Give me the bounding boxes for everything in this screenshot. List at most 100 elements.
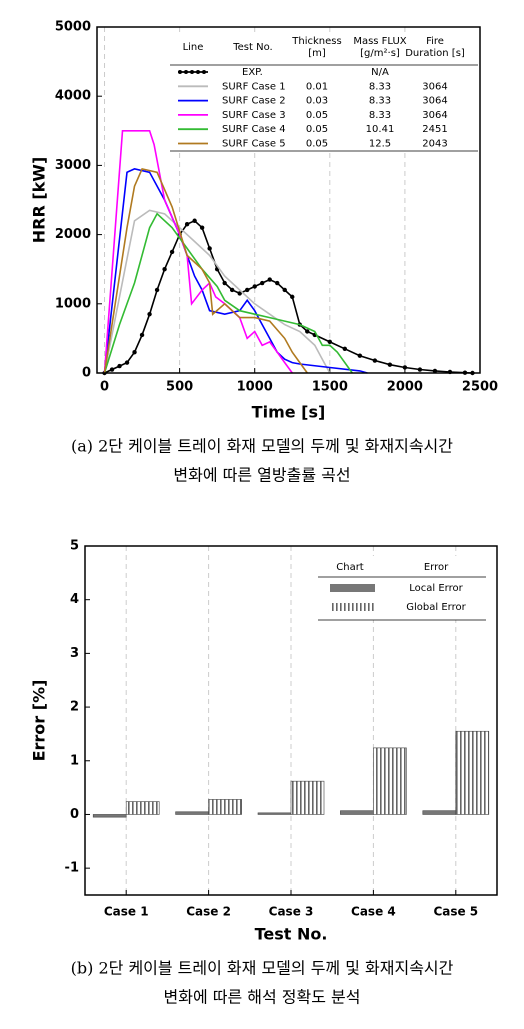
data-point xyxy=(207,246,212,251)
y-tick-label: 5000 xyxy=(55,20,91,35)
legend-label: Local Error xyxy=(409,583,463,594)
data-point xyxy=(357,353,363,358)
legend-cell: 8.33 xyxy=(369,110,391,121)
legend-marker xyxy=(190,70,194,74)
legend-swatch xyxy=(330,603,375,611)
data-point xyxy=(117,363,122,369)
y-tick-label: 4000 xyxy=(55,89,91,104)
data-point xyxy=(237,291,242,296)
data-point xyxy=(154,287,160,293)
caption: (b) 2단 케이블 트레이 화재 모델의 두께 및 화재지속시간 xyxy=(71,959,454,978)
data-point xyxy=(252,284,257,289)
data-point xyxy=(275,280,280,286)
legend-header: Error xyxy=(424,562,449,573)
legend-header: Duration [s] xyxy=(405,48,465,59)
x-tick-label: Case 5 xyxy=(433,905,478,919)
legend-cell: 2043 xyxy=(422,139,447,150)
data-point xyxy=(260,280,265,286)
y-tick-label: -1 xyxy=(65,861,79,876)
bar xyxy=(257,812,292,815)
legend-cell: 3064 xyxy=(422,81,447,92)
data-point xyxy=(290,294,295,300)
x-tick-label: Case 4 xyxy=(351,905,396,919)
data-point xyxy=(372,358,378,363)
x-axis-title: Time [s] xyxy=(252,403,326,422)
legend-cell: 3064 xyxy=(422,96,447,107)
bar xyxy=(422,810,457,815)
y-tick-label: 0 xyxy=(70,807,79,822)
y-tick-label: 0 xyxy=(82,366,91,381)
legend-header: Chart xyxy=(336,562,364,573)
data-point xyxy=(282,287,287,293)
data-point xyxy=(327,339,333,345)
x-tick-label: Case 1 xyxy=(104,905,149,919)
y-axis-title: Error [%] xyxy=(30,680,49,762)
series-line xyxy=(103,168,368,374)
x-tick-label: 2500 xyxy=(462,380,498,395)
legend-header: Thickness xyxy=(291,36,341,47)
data-point xyxy=(342,346,348,351)
data-point xyxy=(417,367,423,372)
plot-frame xyxy=(84,545,498,896)
y-tick-label: 4 xyxy=(70,592,79,607)
caption: 변화에 따른 해석 정확도 분석 xyxy=(164,988,361,1007)
bar xyxy=(175,811,209,815)
series-line xyxy=(103,130,293,374)
legend-cell: 2451 xyxy=(422,124,447,135)
y-tick-label: 3 xyxy=(70,646,79,661)
legend-header: Test No. xyxy=(232,42,272,53)
bar xyxy=(455,730,490,815)
data-point xyxy=(305,329,310,334)
bar xyxy=(290,780,325,815)
x-tick-label: 0 xyxy=(100,380,109,395)
series-line xyxy=(103,209,331,374)
data-point xyxy=(244,287,250,293)
bar xyxy=(208,799,242,815)
y-tick-label: 2000 xyxy=(55,227,91,242)
legend-cell: 10.41 xyxy=(366,124,395,135)
legend-header: Mass FLUX xyxy=(353,36,406,47)
legend-cell: 12.5 xyxy=(369,139,391,150)
y-axis-title: HRR [kW] xyxy=(30,157,49,244)
data-point xyxy=(184,222,190,227)
x-tick-label: 2000 xyxy=(387,380,423,395)
plot-frame xyxy=(96,26,481,374)
x-tick-label: 500 xyxy=(166,380,193,395)
data-point xyxy=(199,225,205,230)
legend-header: Line xyxy=(183,42,204,53)
legend-label: SURF Case 1 xyxy=(222,81,286,92)
data-point xyxy=(169,249,175,255)
legend-header: [g/m²·s] xyxy=(360,48,400,59)
legend-cell: 0.03 xyxy=(306,96,328,107)
legend-label: Global Error xyxy=(406,602,466,613)
legend-cell: 3064 xyxy=(422,110,447,121)
data-point xyxy=(124,360,130,365)
bar xyxy=(340,810,374,815)
x-tick-label: Case 3 xyxy=(269,905,314,919)
data-point xyxy=(402,365,408,370)
x-tick-label: 1000 xyxy=(237,380,273,395)
x-tick-label: Case 2 xyxy=(186,905,231,919)
legend-header: [m] xyxy=(308,48,326,59)
legend-marker xyxy=(196,70,200,74)
legend-label: SURF Case 4 xyxy=(222,124,286,135)
legend-label: SURF Case 2 xyxy=(222,96,286,107)
data-point xyxy=(147,311,152,317)
data-point xyxy=(192,218,197,223)
bar xyxy=(92,814,127,818)
legend-label: SURF Case 5 xyxy=(222,139,286,150)
data-point xyxy=(387,362,393,367)
y-tick-label: 3000 xyxy=(55,158,91,173)
legend-bg xyxy=(168,34,478,152)
legend-cell: 0.01 xyxy=(306,81,328,92)
bar xyxy=(125,801,160,815)
legend-label: EXP. xyxy=(242,67,263,78)
caption: 변화에 따른 열방출률 곡선 xyxy=(173,466,350,485)
series-line xyxy=(103,212,353,374)
legend-cell: 8.33 xyxy=(369,81,391,92)
legend-swatch xyxy=(330,584,375,592)
legend-label: SURF Case 3 xyxy=(222,110,286,121)
legend-cell: 0.05 xyxy=(306,139,328,150)
data-point xyxy=(162,267,167,272)
legend-header: Fire xyxy=(426,36,444,47)
